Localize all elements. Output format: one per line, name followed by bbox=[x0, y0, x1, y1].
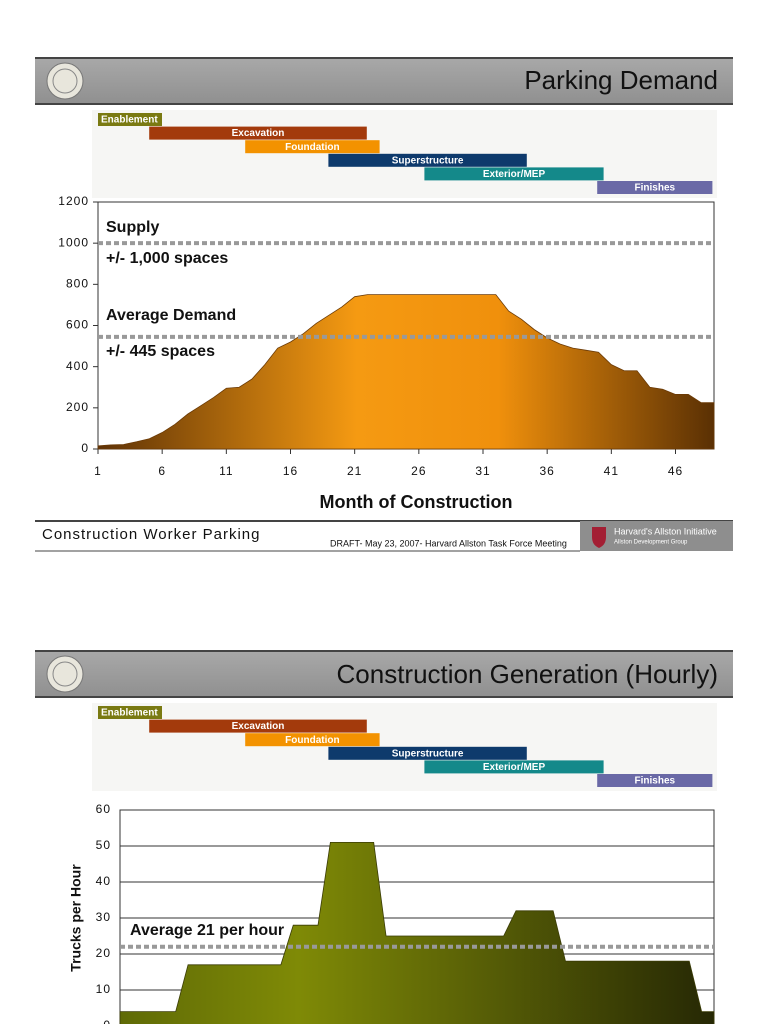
y-tick-label: 30 bbox=[96, 910, 111, 924]
x-tick-label: 31 bbox=[475, 464, 490, 478]
y-tick-label: 1000 bbox=[58, 235, 89, 249]
y-axis-title: Trucks per Hour bbox=[68, 864, 84, 972]
area bbox=[119, 842, 715, 1024]
x-tick-label: 11 bbox=[219, 464, 233, 478]
annotation: Supply bbox=[106, 219, 159, 236]
phase-label: Superstructure bbox=[392, 155, 464, 166]
phase-bar bbox=[98, 706, 162, 719]
phase-bar bbox=[424, 760, 604, 774]
y-tick-label: 0 bbox=[81, 441, 89, 455]
phase-label: Foundation bbox=[285, 735, 339, 746]
phase-label: Exterior/MEP bbox=[483, 169, 546, 180]
phase-bar bbox=[597, 181, 713, 194]
phase-bar bbox=[245, 733, 380, 747]
y-tick-label: 40 bbox=[96, 874, 111, 888]
phase-bar bbox=[98, 113, 162, 126]
phase-label: Finishes bbox=[635, 776, 676, 787]
phase-bar bbox=[597, 774, 713, 787]
y-tick-label: 20 bbox=[96, 946, 111, 960]
org-subname: Allston Development Group bbox=[614, 540, 688, 546]
seal-logo bbox=[52, 68, 78, 94]
org-name: Harvard's Allston Initiative bbox=[614, 526, 717, 536]
phase-bar bbox=[328, 746, 527, 760]
phase-label: Excavation bbox=[232, 721, 285, 732]
phase-label: Exterior/MEP bbox=[483, 762, 546, 773]
phase-label: Enablement bbox=[101, 708, 158, 719]
annotation: Average 21 per hour bbox=[130, 922, 284, 939]
header-bar bbox=[35, 57, 733, 105]
phase-label: Excavation bbox=[232, 128, 285, 139]
phase-bar bbox=[149, 719, 367, 733]
phase-bar bbox=[245, 140, 380, 154]
x-axis-title: Month of Construction bbox=[320, 492, 513, 512]
y-tick-label: 200 bbox=[66, 400, 89, 414]
y-tick-label: 400 bbox=[66, 359, 89, 373]
phase-label: Finishes bbox=[635, 183, 676, 194]
x-tick-label: 36 bbox=[539, 464, 554, 478]
y-tick-label: 600 bbox=[66, 318, 89, 332]
seal-logo bbox=[52, 661, 78, 687]
slide-title: Construction Generation (Hourly) bbox=[337, 659, 719, 689]
y-tick-label: 50 bbox=[96, 838, 111, 852]
header-bar bbox=[35, 650, 733, 698]
x-tick-label: 16 bbox=[283, 464, 298, 478]
phase-label: Superstructure bbox=[392, 748, 464, 759]
y-tick-label: 60 bbox=[96, 802, 111, 816]
y-tick-label: 0 bbox=[103, 1018, 111, 1024]
slide-title: Parking Demand bbox=[524, 65, 718, 95]
annotation: +/- 1,000 spaces bbox=[106, 250, 228, 267]
annotation: +/- 445 spaces bbox=[106, 343, 215, 360]
y-tick-label: 10 bbox=[96, 982, 111, 996]
phase-bar bbox=[149, 126, 367, 140]
x-tick-label: 41 bbox=[604, 464, 619, 478]
y-tick-label: 800 bbox=[66, 277, 89, 291]
phase-label: Enablement bbox=[101, 115, 158, 126]
phase-bar bbox=[328, 153, 527, 167]
annotation: Average Demand bbox=[106, 307, 236, 324]
seal-logo bbox=[46, 62, 84, 100]
area bbox=[97, 294, 715, 450]
shield-icon bbox=[592, 527, 606, 548]
phase-label: Foundation bbox=[285, 142, 339, 153]
footer-note: DRAFT- May 23, 2007- Harvard Allston Tas… bbox=[330, 538, 567, 548]
x-tick-label: 1 bbox=[94, 464, 102, 478]
y-tick-label: 1200 bbox=[58, 194, 89, 208]
seal-logo bbox=[46, 655, 84, 693]
footer-title: Construction Worker Parking bbox=[42, 526, 260, 543]
x-tick-label: 26 bbox=[411, 464, 426, 478]
x-tick-label: 46 bbox=[668, 464, 683, 478]
phase-bar bbox=[424, 167, 604, 181]
x-tick-label: 21 bbox=[347, 464, 362, 478]
x-tick-label: 6 bbox=[158, 464, 166, 478]
